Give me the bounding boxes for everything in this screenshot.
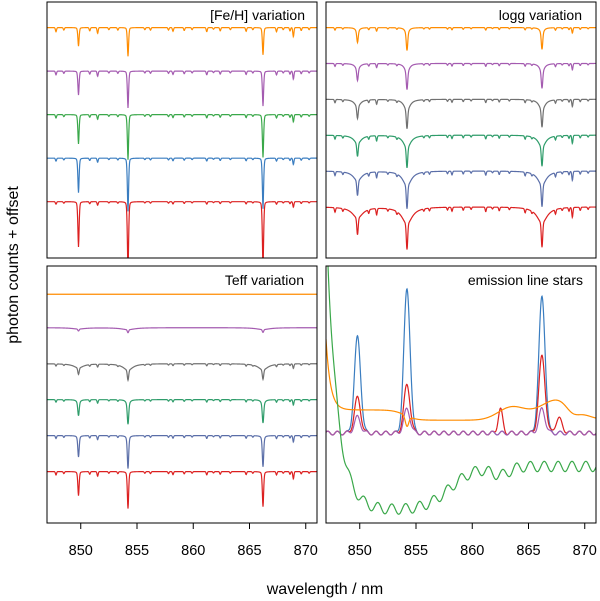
x-axis-ticks: 850 855 860 865 870 850 855 860 865 870 xyxy=(69,523,597,559)
x-tick-label: 855 xyxy=(404,543,428,559)
series-group xyxy=(47,27,317,258)
series-line-green xyxy=(47,114,317,160)
panel-emission-line-stars: emission line stars xyxy=(325,265,597,524)
panel-title: logg variation xyxy=(499,7,582,23)
x-tick-label: 865 xyxy=(516,543,540,559)
series-line-blue xyxy=(47,157,317,212)
panel-frame xyxy=(325,265,597,524)
series-line-slate xyxy=(47,435,317,469)
x-tick-label: 850 xyxy=(348,543,372,559)
series-line-blue xyxy=(326,287,596,436)
series-group xyxy=(326,27,596,250)
series-line-purple xyxy=(326,407,596,436)
series-line-red xyxy=(326,206,596,250)
panel-frame xyxy=(46,265,318,524)
series-line-orange xyxy=(326,339,596,427)
panel-logg-variation: logg variation xyxy=(325,1,597,259)
x-tick-label: 870 xyxy=(294,543,318,559)
x-tick-label: 855 xyxy=(125,543,149,559)
panel-frame xyxy=(46,1,318,259)
series-group xyxy=(326,266,596,515)
series-line-red xyxy=(326,354,596,436)
series-line-slate xyxy=(326,170,596,209)
series-line-teal xyxy=(326,134,596,169)
y-axis-label: photon counts + offset xyxy=(5,186,22,344)
x-tick-label: 870 xyxy=(573,543,597,559)
panel-frame xyxy=(325,1,597,259)
series-line-purple xyxy=(47,70,317,109)
series-line-orange xyxy=(326,27,596,51)
panel-title: emission line stars xyxy=(468,272,583,288)
panel-feh-variation: [Fe/H] variation xyxy=(46,1,318,259)
series-line-green xyxy=(327,266,596,515)
series-line-purple xyxy=(47,327,317,334)
panel-title: Teff variation xyxy=(225,272,304,288)
series-line-orange xyxy=(47,27,317,57)
x-tick-label: 865 xyxy=(237,543,261,559)
series-line-purple xyxy=(326,62,596,90)
series-line-red xyxy=(47,201,317,258)
panel-title: [Fe/H] variation xyxy=(210,7,305,23)
series-line-gray xyxy=(47,363,317,383)
series-line-red xyxy=(47,470,317,509)
series-line-teal xyxy=(47,399,317,425)
x-tick-label: 860 xyxy=(181,543,205,559)
series-line-gray xyxy=(326,98,596,129)
series-group xyxy=(47,293,317,509)
x-tick-label: 850 xyxy=(69,543,93,559)
x-axis-label: wavelength / nm xyxy=(266,581,384,598)
x-tick-label: 860 xyxy=(460,543,484,559)
panel-teff-variation: Teff variation xyxy=(46,265,318,524)
